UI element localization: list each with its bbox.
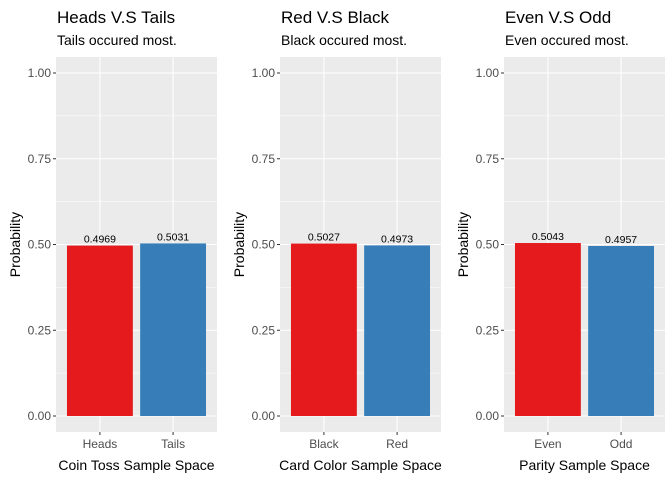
x-tick-label: Red: [386, 437, 408, 451]
bar-value-label: 0.5043: [532, 231, 564, 243]
y-tick-label: 1.00: [476, 66, 500, 80]
y-tick-label: 1.00: [252, 66, 276, 80]
bar-value-label: 0.4973: [381, 233, 413, 245]
chart-subtitle: Black occured most.: [281, 32, 407, 48]
bar-black: [290, 243, 357, 416]
chart-subtitle: Tails occured most.: [57, 32, 177, 48]
bar-value-label: 0.4969: [84, 234, 116, 246]
y-tick-label: 0.00: [28, 409, 52, 423]
bar-red: [364, 245, 431, 416]
bar-value-label: 0.5027: [308, 232, 340, 244]
bar-value-label: 0.5031: [157, 231, 189, 243]
chart-panel-2: Red V.S Black Black occured most. 0.00 0.25…: [231, 8, 442, 473]
chart-panel-3: Even V.S Odd Even occured most. 0.00 0.25 0.…: [455, 8, 665, 473]
chart-title: Red V.S Black: [281, 8, 390, 27]
chart-panel-1: Heads V.S Tails Tails occured most. 0.00 0.…: [7, 8, 217, 473]
x-tick-label: Tails: [161, 437, 185, 451]
y-axis-label: Probability: [7, 212, 23, 277]
y-tick-label: 0.50: [252, 238, 276, 252]
x-tick-label: Odd: [610, 437, 633, 451]
y-axis-label: Probability: [455, 212, 471, 277]
y-tick-label: 0.75: [252, 152, 276, 166]
x-axis-label: Parity Sample Space: [519, 457, 650, 473]
x-tick-label: Even: [534, 437, 561, 451]
bar-odd: [588, 245, 655, 416]
y-tick-label: 1.00: [28, 66, 52, 80]
y-tick-label: 0.25: [252, 323, 276, 337]
y-tick-label: 0.25: [476, 323, 500, 337]
bar-heads: [66, 245, 133, 416]
x-axis-label: Card Color Sample Space: [279, 457, 442, 473]
y-tick-label: 0.25: [28, 323, 52, 337]
y-tick-label: 0.50: [476, 238, 500, 252]
y-tick-label: 0.75: [28, 152, 52, 166]
chart-subtitle: Even occured most.: [505, 32, 629, 48]
x-axis-label: Coin Toss Sample Space: [58, 457, 214, 473]
bar-even: [514, 243, 581, 416]
chart-title: Even V.S Odd: [505, 8, 611, 27]
x-tick-label: Black: [309, 437, 339, 451]
y-tick-label: 0.50: [28, 238, 52, 252]
y-tick-label: 0.00: [476, 409, 500, 423]
y-tick-label: 0.75: [476, 152, 500, 166]
y-axis-label: Probability: [231, 212, 247, 277]
x-tick-label: Heads: [83, 437, 118, 451]
chart-title: Heads V.S Tails: [57, 8, 175, 27]
y-tick-label: 0.00: [252, 409, 276, 423]
bar-tails: [140, 243, 207, 416]
bar-value-label: 0.4957: [605, 234, 637, 246]
